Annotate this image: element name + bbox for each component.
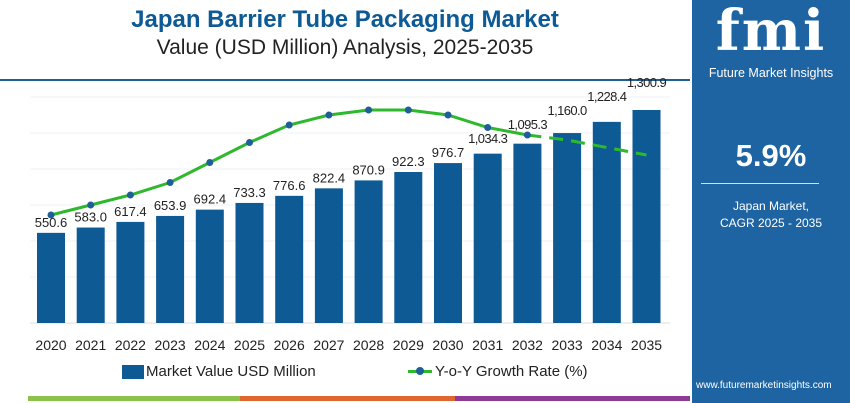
x-tick-2034: 2034 xyxy=(591,337,622,353)
chart: 550.6 2020 583.0 2021 617.4 2022 653.9 2023 692.… xyxy=(30,75,670,353)
x-tick-2027: 2027 xyxy=(313,337,344,353)
bar-label-2020: 550.6 xyxy=(35,215,68,230)
x-tick-2028: 2028 xyxy=(353,337,384,353)
bar-2031 xyxy=(473,153,502,323)
bar-2024 xyxy=(195,209,224,323)
logo-subtitle: Future Market Insights xyxy=(708,66,834,80)
growth-point-2030 xyxy=(444,111,452,119)
x-tick-2031: 2031 xyxy=(472,337,503,353)
x-tick-2026: 2026 xyxy=(274,337,305,353)
x-tick-2023: 2023 xyxy=(155,337,186,353)
bar-2035 xyxy=(632,110,661,323)
chart-subtitle: Value (USD Million) Analysis, 2025-2035 xyxy=(156,36,534,59)
chart-title: Japan Barrier Tube Packaging Market xyxy=(131,6,559,33)
growth-point-2022 xyxy=(126,191,134,199)
x-tick-2030: 2030 xyxy=(432,337,463,353)
bar-label-2025: 733.3 xyxy=(233,185,266,200)
x-tick-2033: 2033 xyxy=(552,337,583,353)
bar-2026 xyxy=(275,195,304,323)
growth-point-2020 xyxy=(47,211,55,219)
x-tick-2029: 2029 xyxy=(393,337,424,353)
growth-point-2024 xyxy=(206,159,214,166)
cagr-label-line1: Japan Market, xyxy=(732,199,810,213)
growth-point-2021 xyxy=(87,201,95,209)
bar-label-2027: 822.4 xyxy=(313,170,346,185)
panel-divider xyxy=(701,183,819,184)
legend-line: Y-o-Y Growth Rate (%) xyxy=(408,363,588,380)
bar-label-2022: 617.4 xyxy=(114,204,147,219)
bar-2029 xyxy=(394,171,423,323)
bar-label-2034: 1,228.4 xyxy=(587,89,627,104)
x-tick-2035: 2035 xyxy=(631,337,662,353)
x-tick-2032: 2032 xyxy=(512,337,543,353)
x-tick-2020: 2020 xyxy=(35,337,66,353)
legend-line-label: Y-o-Y Growth Rate (%) xyxy=(435,363,588,380)
growth-point-2029 xyxy=(404,106,412,114)
legend-bar-label: Market Value USD Million xyxy=(146,363,316,380)
growth-line-dashed xyxy=(527,133,647,157)
bar-2023 xyxy=(156,215,185,323)
bar-label-2028: 870.9 xyxy=(352,162,385,177)
title-divider xyxy=(0,79,690,81)
bar-label-2030: 976.7 xyxy=(432,145,465,160)
bar-label-2021: 583.0 xyxy=(74,210,107,225)
bar-2027 xyxy=(314,188,343,323)
growth-point-2031 xyxy=(484,124,492,131)
bar-label-2032: 1,095.3 xyxy=(508,117,548,132)
cagr-value: 5.9% xyxy=(735,138,807,173)
bar-2021 xyxy=(76,227,105,323)
x-tick-2024: 2024 xyxy=(194,337,225,353)
x-tick-2025: 2025 xyxy=(234,337,265,353)
x-tick-2021: 2021 xyxy=(75,337,106,353)
bar-label-2035: 1,300.9 xyxy=(627,75,667,90)
cagr-label: Japan Market, CAGR 2025 - 2035 xyxy=(692,198,850,232)
bar-label-2033: 1,160.0 xyxy=(548,103,588,118)
bar-2030 xyxy=(434,163,462,323)
footer-strip-orange xyxy=(240,396,455,401)
legend-bar: Market Value USD Million xyxy=(122,363,316,380)
bar-2025 xyxy=(235,202,264,323)
growth-point-2025 xyxy=(246,139,253,146)
footer-strip-green xyxy=(28,396,240,401)
fmi-logo: fmi xyxy=(715,0,827,64)
growth-point-2027 xyxy=(325,111,333,119)
footer-strip-purple xyxy=(455,396,690,401)
legend-line-swatch xyxy=(408,367,432,375)
bar-2032 xyxy=(513,143,542,323)
summary-panel: fmi Future Market Insights 5.9% Japan Ma… xyxy=(692,0,850,403)
bar-2022 xyxy=(116,221,145,323)
growth-point-2028 xyxy=(365,106,373,114)
bar-2033 xyxy=(553,133,582,323)
cagr-label-line2: CAGR 2025 - 2035 xyxy=(719,216,823,230)
website-link[interactable]: www.futuremarketinsights.com xyxy=(696,380,832,391)
bar-label-2026: 776.6 xyxy=(273,178,306,193)
growth-point-2023 xyxy=(166,179,174,186)
bar-2020 xyxy=(37,232,65,323)
bar-label-2031: 1,034.3 xyxy=(468,131,508,146)
bar-2034 xyxy=(592,121,621,323)
legend-bar-swatch xyxy=(122,364,144,379)
bar-2028 xyxy=(354,180,383,323)
x-tick-2022: 2022 xyxy=(115,337,146,353)
bar-label-2029: 922.3 xyxy=(392,154,425,169)
growth-point-2026 xyxy=(285,121,293,129)
growth-point-2032 xyxy=(523,131,531,139)
bar-label-2023: 653.9 xyxy=(154,198,187,213)
bar-label-2024: 692.4 xyxy=(194,192,227,207)
